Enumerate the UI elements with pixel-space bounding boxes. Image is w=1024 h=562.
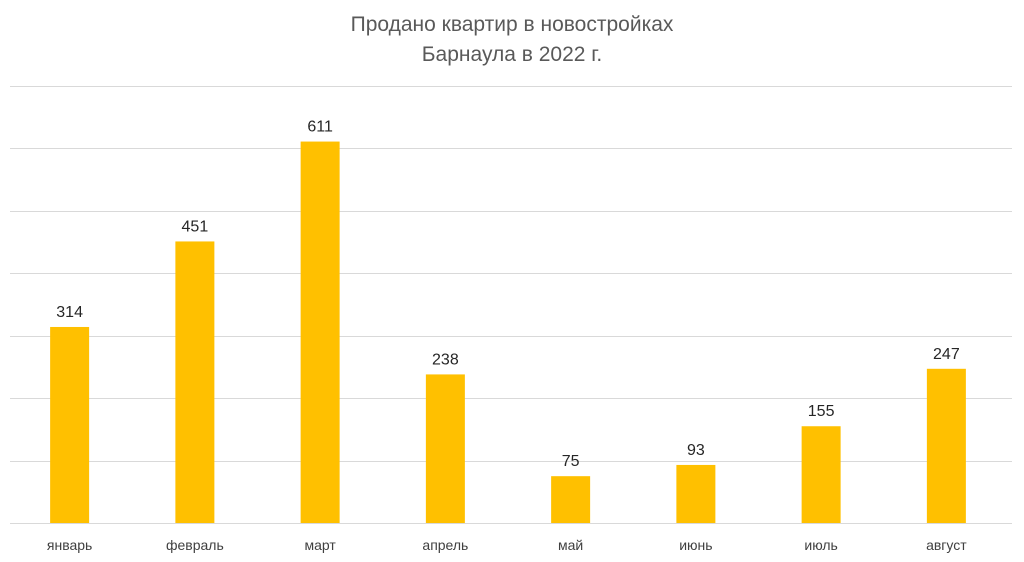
chart-subtitle: Барнаула в 2022 г.	[421, 43, 603, 66]
chart-title: Продано квартир в новостройках	[350, 13, 674, 36]
data-label-1: 314	[56, 304, 83, 321]
bar-1	[50, 326, 90, 523]
data-label-3: 611	[307, 119, 333, 136]
x-tick-label-7: июль	[804, 537, 837, 553]
data-label-7: 155	[808, 403, 835, 420]
chart-title-block: Продано квартир в новостройках Барнаула …	[0, 10, 1024, 70]
bar-8	[926, 368, 966, 523]
data-label-2: 451	[182, 218, 209, 235]
bar-7	[801, 426, 841, 523]
gridlines	[10, 86, 1012, 524]
data-label-8: 247	[933, 346, 960, 363]
bar-3	[300, 141, 340, 523]
x-tick-label-1: январь	[47, 537, 92, 553]
data-label-6: 93	[687, 442, 705, 459]
x-tick-label-4: апрель	[422, 537, 468, 553]
x-tick-label-6: июнь	[679, 537, 712, 553]
x-tick-label-3: март	[304, 537, 336, 553]
x-tick-label-2: февраль	[166, 537, 224, 553]
bars	[50, 141, 966, 523]
x-tick-label-5: май	[558, 537, 583, 553]
x-tick-label-8: август	[926, 537, 967, 553]
data-labels: 314 451 611 238 75 93 155 247	[56, 119, 960, 471]
x-axis-tick-labels: январь февраль март апрель май июнь июль август	[47, 537, 967, 553]
data-label-5: 75	[562, 453, 580, 470]
data-label-4: 238	[432, 351, 459, 368]
bar-2	[175, 241, 215, 523]
bar-5	[551, 476, 591, 523]
bar-6	[676, 464, 716, 523]
bar-4	[425, 374, 465, 523]
